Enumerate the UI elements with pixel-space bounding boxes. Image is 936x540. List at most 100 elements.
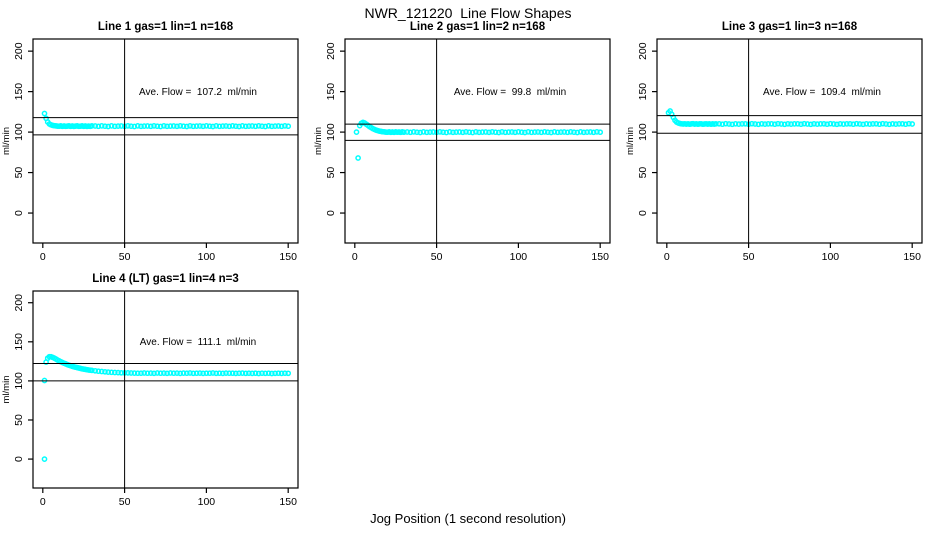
data-point [739, 121, 745, 127]
data-points [353, 119, 604, 161]
data-point [551, 129, 558, 135]
data-point [197, 123, 203, 129]
data-point [834, 121, 840, 128]
data-point [223, 370, 229, 376]
data-point [515, 129, 522, 135]
data-point [876, 121, 883, 128]
data-point [223, 123, 229, 129]
data-point [827, 120, 834, 127]
data-point [246, 370, 252, 377]
y-tick-label: 0 [325, 210, 337, 216]
data-point [115, 369, 121, 376]
data-point [210, 370, 216, 376]
data-point [749, 120, 755, 127]
data-point [466, 129, 473, 136]
data-point [420, 129, 427, 135]
y-tick-label: 100 [637, 123, 649, 141]
data-point [440, 129, 446, 136]
data-point [131, 370, 138, 376]
data-point [847, 120, 853, 127]
data-point [355, 155, 361, 161]
data-point [125, 370, 131, 376]
data-point [765, 121, 772, 127]
data-point [216, 370, 223, 377]
x-tick-label: 150 [279, 496, 297, 508]
x-tick-label: 100 [510, 251, 528, 263]
plot-panel-line-3: 0 50 100 150 0 50 100 150 200 ml/min [625, 38, 923, 263]
data-point [495, 129, 502, 136]
data-point [141, 370, 148, 376]
y-axis-unit-label: ml/min [1, 127, 12, 155]
y-tick-label: 150 [13, 333, 25, 351]
ave-flow-annotation-line-3: Ave. Flow = 109.4 ml/min [763, 87, 881, 98]
data-point [115, 123, 121, 129]
data-point [896, 121, 902, 127]
data-point [522, 129, 528, 136]
x-tick-label: 0 [40, 496, 46, 508]
ave-flow-annotation-line-1: Ave. Flow = 107.2 ml/min [139, 87, 257, 98]
plot-box [656, 38, 923, 244]
data-point [866, 121, 873, 127]
data-point [804, 121, 811, 127]
data-point [453, 129, 460, 135]
data-point [807, 121, 814, 128]
data-point [410, 129, 417, 135]
data-point [873, 120, 880, 127]
data-point [414, 129, 420, 136]
data-point [285, 370, 292, 377]
data-point [758, 120, 765, 127]
data-point [98, 123, 105, 129]
data-point [814, 121, 821, 127]
data-point [278, 370, 285, 377]
data-point [899, 120, 906, 127]
data-point [105, 369, 112, 375]
data-point [154, 370, 161, 376]
data-point [226, 123, 233, 130]
data-point [41, 110, 48, 117]
x-tick-label: 50 [743, 251, 755, 263]
data-point [128, 123, 134, 130]
data-point [138, 370, 144, 377]
data-point [125, 123, 131, 129]
data-point [775, 120, 781, 127]
plot-panel-line-1: 0 50 100 150 0 50 100 150 200 ml/min [1, 38, 299, 263]
data-point [118, 369, 125, 376]
data-point [430, 129, 437, 135]
data-point [427, 129, 433, 135]
data-point [535, 129, 541, 135]
data-point [554, 129, 561, 136]
data-point [141, 123, 148, 129]
data-point [561, 129, 568, 135]
data-point [128, 370, 134, 376]
data-point [863, 120, 870, 127]
x-tick-label: 150 [903, 251, 921, 263]
data-points [41, 110, 292, 130]
data-point [157, 370, 164, 377]
data-point [729, 121, 736, 128]
x-tick-label: 50 [119, 496, 131, 508]
data-point [423, 129, 430, 136]
data-point [131, 123, 138, 130]
data-point [272, 123, 278, 129]
y-tick-label: 200 [13, 294, 25, 312]
ave-flow-annotation-line-4: Ave. Flow = 111.1 ml/min [139, 337, 257, 348]
data-point [174, 123, 180, 130]
ave-flow-annotation-line-2: Ave. Flow = 99.8 ml/min [453, 87, 567, 98]
data-point [909, 121, 916, 127]
data-point [843, 121, 850, 127]
y-tick-label: 0 [637, 210, 649, 216]
data-point [597, 129, 604, 136]
data-point [492, 129, 499, 136]
data-point [252, 370, 259, 377]
data-point [571, 129, 577, 136]
data-point [92, 123, 99, 129]
data-point [567, 129, 574, 135]
data-point [265, 370, 272, 377]
data-point [170, 370, 177, 377]
data-point [785, 120, 791, 127]
data-point [255, 370, 262, 377]
data-point [268, 123, 275, 130]
data-point [574, 129, 581, 136]
data-point [479, 129, 486, 135]
data-point [752, 121, 758, 127]
